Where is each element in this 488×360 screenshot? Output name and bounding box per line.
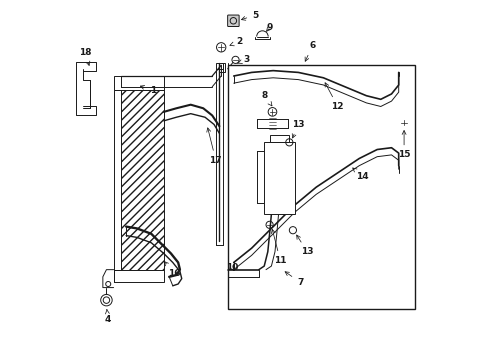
- Bar: [219, 63, 224, 72]
- Bar: [215, 63, 223, 69]
- Text: 8: 8: [261, 91, 271, 106]
- Text: 2: 2: [229, 37, 242, 46]
- Bar: [121, 90, 163, 270]
- Text: 6: 6: [305, 41, 315, 61]
- Text: 12: 12: [325, 83, 343, 111]
- Bar: [113, 270, 163, 282]
- Text: 17: 17: [206, 128, 222, 165]
- Text: 13: 13: [291, 120, 304, 138]
- Bar: [264, 142, 294, 214]
- Text: 15: 15: [397, 131, 409, 159]
- Text: 1: 1: [140, 86, 156, 95]
- Text: 3: 3: [237, 55, 249, 64]
- Text: 13: 13: [296, 235, 313, 256]
- Text: 18: 18: [79, 48, 91, 66]
- Bar: [228, 65, 414, 309]
- Text: 11: 11: [271, 229, 286, 265]
- Text: 10: 10: [225, 264, 238, 273]
- Text: 4: 4: [105, 310, 111, 324]
- FancyBboxPatch shape: [227, 15, 239, 27]
- Bar: [113, 90, 121, 270]
- Bar: [269, 135, 289, 142]
- Text: 16: 16: [164, 262, 181, 278]
- Text: 9: 9: [266, 23, 272, 32]
- Bar: [113, 76, 163, 90]
- Text: 14: 14: [352, 168, 368, 181]
- Text: 5: 5: [241, 10, 258, 20]
- Text: 7: 7: [285, 272, 303, 287]
